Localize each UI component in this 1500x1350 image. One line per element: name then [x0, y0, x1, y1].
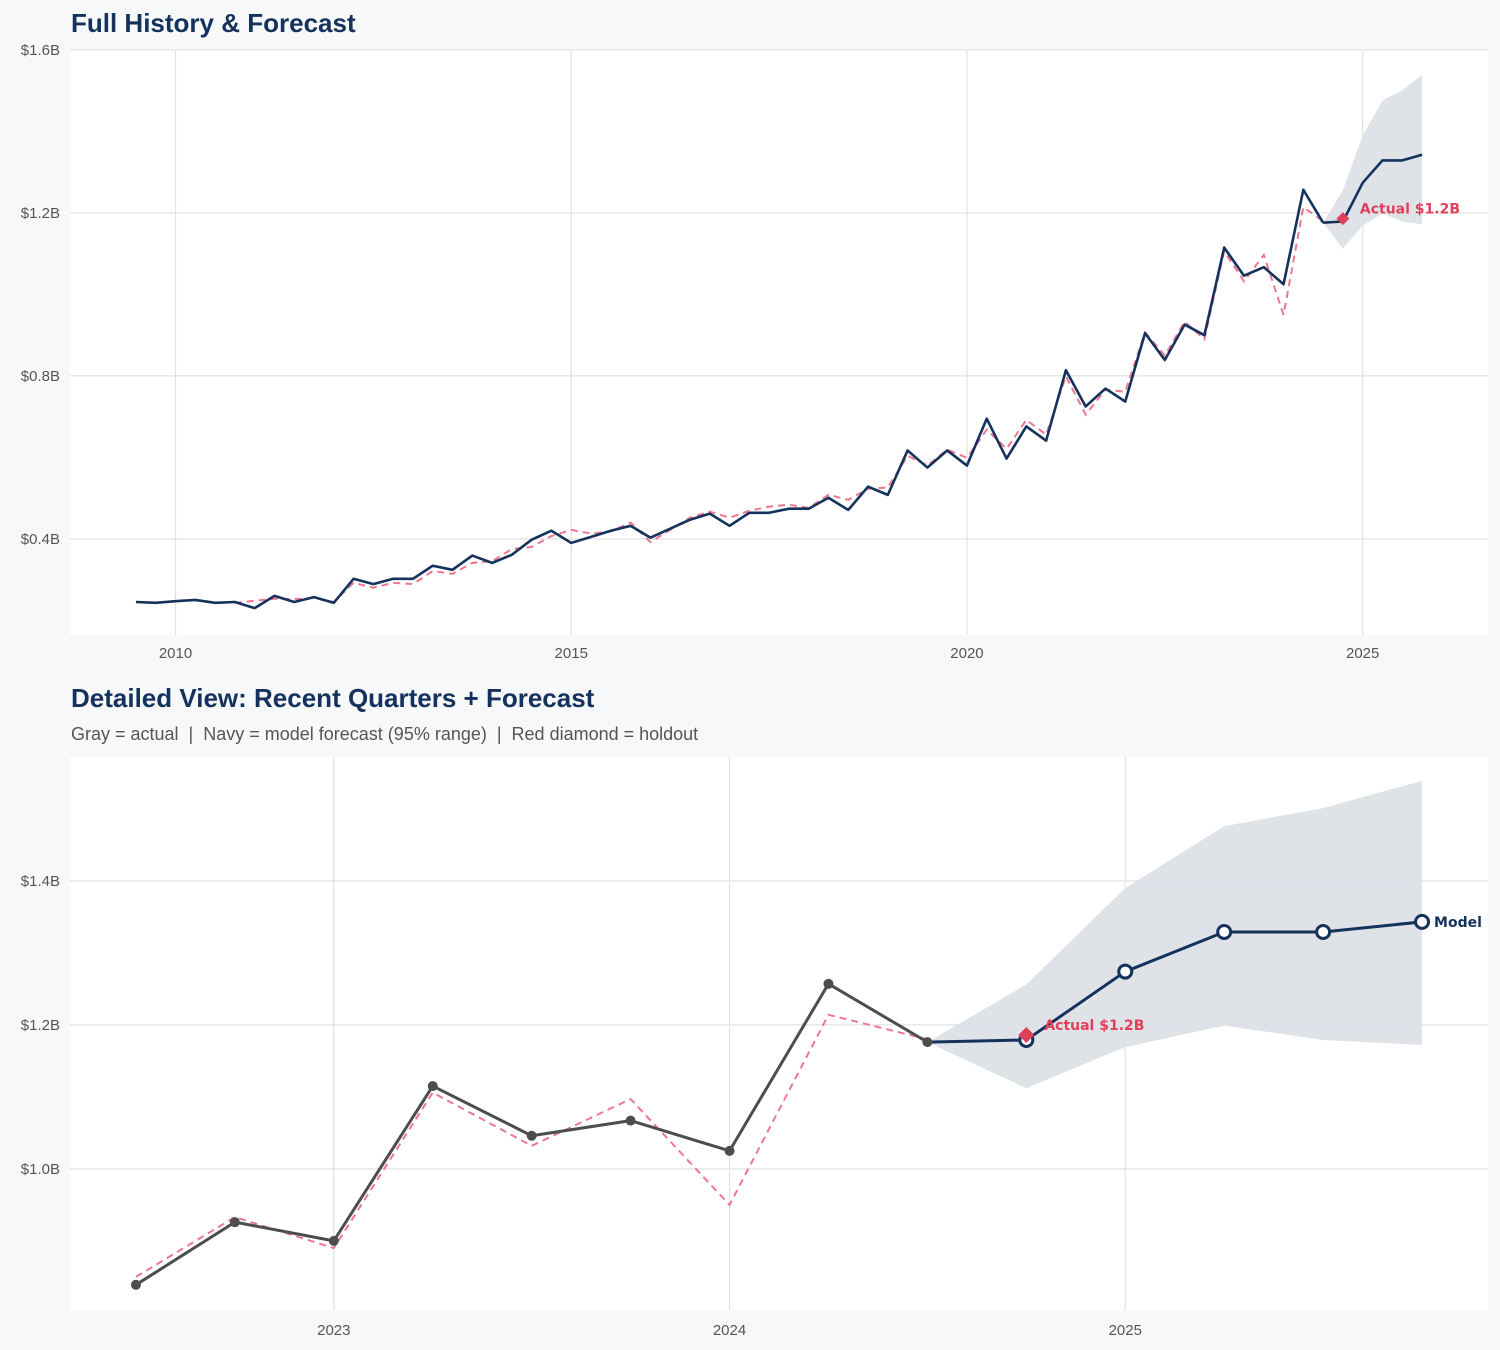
- forecast-point: [1117, 963, 1134, 980]
- actual-point: [823, 978, 834, 989]
- actual-point: [724, 1145, 735, 1156]
- x-tick-label: 2020: [950, 645, 983, 662]
- forecast-point: [1216, 923, 1233, 940]
- y-tick-label: $1.0B: [21, 1161, 60, 1178]
- x-tick-label: 2015: [555, 645, 588, 662]
- detailed-view-chart: 2023 2024 2025 $1.0B $1.2B $1.4B Model Actual $…: [21, 757, 1488, 1339]
- actual-point: [526, 1130, 537, 1141]
- actual-point: [922, 1037, 933, 1048]
- top-chart-title: Full History & Forecast: [71, 8, 356, 38]
- model-end-label: Model: [1434, 915, 1482, 931]
- y-tick-label: $1.2B: [21, 205, 60, 222]
- full-history-chart: 2010 2015 2020 2025 $0.4B $0.8B $1.2B $1.6B Actu…: [21, 42, 1488, 662]
- actual-point: [229, 1217, 240, 1228]
- bottom-chart-subtitle: Gray = actual | Navy = model forecast (9…: [71, 724, 698, 744]
- y-tick-label: $1.6B: [21, 42, 60, 59]
- actual-point: [328, 1235, 339, 1246]
- y-tick-label: $1.4B: [21, 873, 60, 890]
- plot-area: [70, 50, 1488, 635]
- actual-point: [130, 1279, 141, 1290]
- y-tick-label: $0.8B: [21, 368, 60, 385]
- holdout-diamond: [1018, 1026, 1035, 1043]
- forecast-95-band: [927, 780, 1423, 1089]
- y-tick-label: $1.2B: [21, 1017, 60, 1034]
- x-tick-label: 2025: [1109, 1322, 1142, 1339]
- forecast-point: [1315, 923, 1332, 940]
- bottom-chart-title: Detailed View: Recent Quarters + Forecas…: [71, 683, 595, 713]
- forecast-line: [927, 920, 1423, 1044]
- x-tick-label: 2024: [713, 1322, 746, 1339]
- forecast-95-band: [1323, 74, 1423, 249]
- holdout-diamond: [1336, 212, 1350, 226]
- actual-line: [135, 188, 1325, 610]
- holdout-label: Actual $1.2B: [1360, 202, 1460, 218]
- actual-point: [625, 1115, 636, 1126]
- y-tick-label: $0.4B: [21, 531, 60, 548]
- holdout-label: Actual $1.2B: [1044, 1018, 1144, 1034]
- x-tick-label: 2025: [1346, 645, 1379, 662]
- forecast-point: [1414, 913, 1431, 930]
- x-tick-label: 2010: [159, 645, 192, 662]
- actual-point: [427, 1081, 438, 1092]
- x-tick-label: 2023: [317, 1322, 350, 1339]
